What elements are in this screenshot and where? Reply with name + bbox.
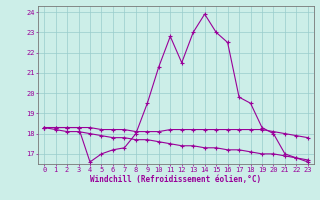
X-axis label: Windchill (Refroidissement éolien,°C): Windchill (Refroidissement éolien,°C) — [91, 175, 261, 184]
